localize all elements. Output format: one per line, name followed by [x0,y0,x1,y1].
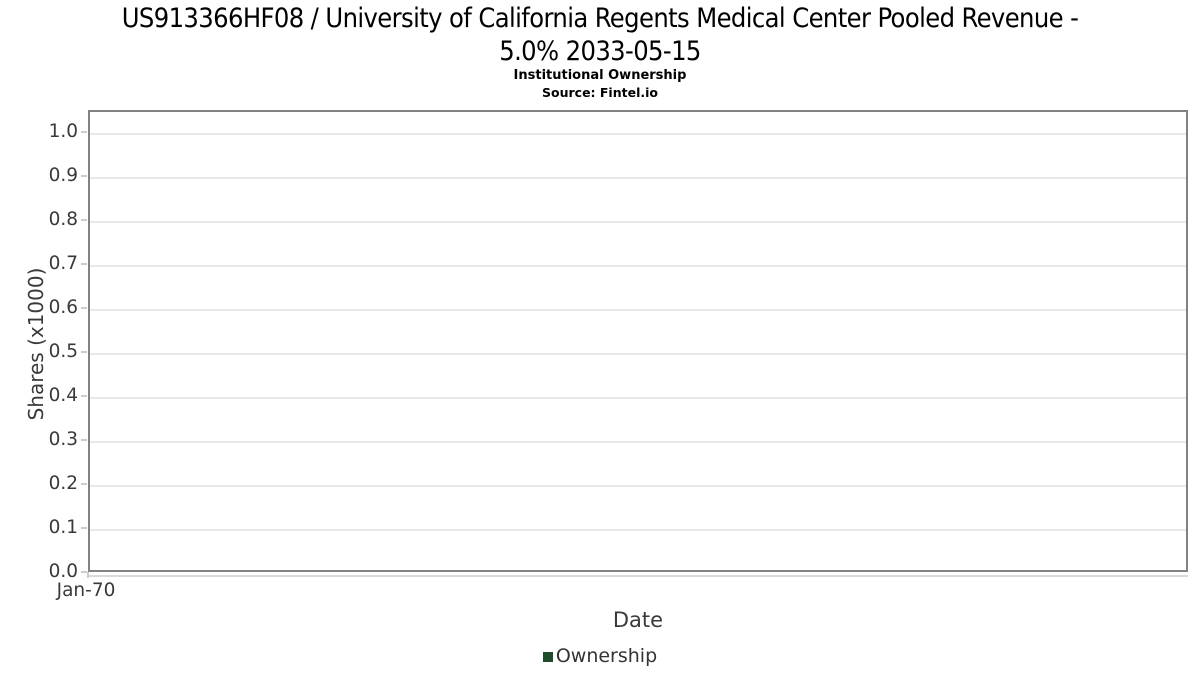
y-tick-label: 0.3 [48,429,78,450]
y-tick-mark [81,175,87,177]
gridline [90,529,1186,531]
y-tick-mark [81,263,87,265]
legend: Ownership [0,645,1200,667]
gridline [90,309,1186,311]
gridline [90,353,1186,355]
y-tick-mark [81,351,87,353]
x-tick-label: Jan-70 [56,580,116,601]
gridline [90,485,1186,487]
y-tick-label: 0.5 [48,341,78,362]
y-tick-label: 0.6 [48,297,78,318]
gridline [90,397,1186,399]
chart-title-line2: 5.0% 2033-05-15 [499,36,701,67]
y-tick-label: 0.8 [48,209,78,230]
gridline [90,441,1186,443]
y-tick-label: 0.9 [48,165,78,186]
y-tick-mark [81,307,87,309]
y-tick-mark [81,131,87,133]
chart-subtitle: Institutional Ownership [513,68,687,83]
y-tick-mark [81,571,87,573]
x-axis-baseline [88,575,1188,577]
legend-swatch-ownership [542,652,553,662]
y-tick-mark [81,527,87,529]
y-tick-mark [81,439,87,441]
y-tick-mark [81,483,87,485]
chart-source-credit: Source: Fintel.io [542,85,658,100]
y-tick-mark [81,219,87,221]
chart-title-line1: US913366HF08 / University of California … [121,3,1079,34]
y-tick-label: 0.0 [48,561,78,582]
y-tick-label: 0.4 [48,385,78,406]
x-axis-title: Date [612,608,664,632]
gridline [90,265,1186,267]
y-tick-label: 0.1 [48,517,78,538]
x-tick-mark [87,572,89,578]
plot-area [88,110,1188,572]
gridline [90,221,1186,223]
chart-title: US913366HF08 / University of California … [0,2,1200,68]
gridline [90,177,1186,179]
y-tick-label: 0.7 [48,253,78,274]
legend-label-ownership: Ownership [555,645,658,667]
y-tick-label: 0.2 [48,473,78,494]
y-tick-mark [81,395,87,397]
y-tick-label: 1.0 [48,121,78,142]
gridline [90,133,1186,135]
